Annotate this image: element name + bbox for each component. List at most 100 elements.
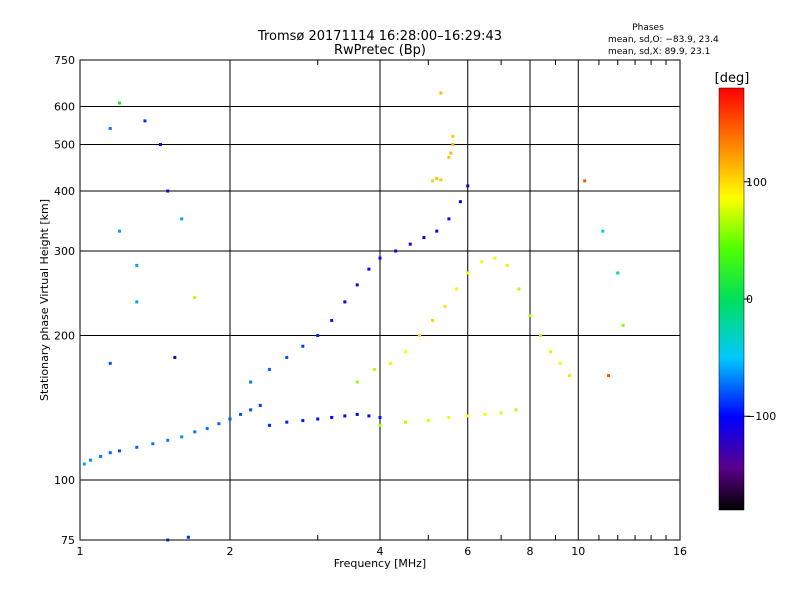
data-point	[426, 419, 430, 423]
data-point	[267, 423, 271, 427]
data-point	[607, 374, 611, 378]
data-point	[455, 287, 459, 291]
data-point	[403, 420, 407, 424]
data-point	[166, 438, 170, 442]
y-axis-ticks: 75 100 200 300 400 500 600 750	[54, 54, 75, 547]
x-tick-label: 10	[571, 545, 585, 558]
data-point	[285, 355, 289, 359]
data-point	[466, 184, 470, 188]
y-tick-label: 400	[54, 185, 75, 198]
data-point	[499, 411, 503, 415]
data-point	[355, 283, 359, 287]
data-point	[143, 119, 147, 123]
data-point	[239, 412, 243, 416]
x-tick-label: 6	[464, 545, 471, 558]
data-point	[616, 271, 620, 275]
data-point	[151, 442, 155, 446]
data-point	[422, 236, 426, 240]
colorbar-tick-label: −100	[746, 410, 776, 423]
data-point	[466, 271, 470, 275]
data-point	[417, 334, 421, 338]
y-tick-label: 100	[54, 474, 75, 487]
x-axis-ticks: 1 2 4 6 8 10 16	[77, 60, 687, 558]
data-point	[89, 458, 93, 462]
y-tick-label: 200	[54, 330, 75, 343]
data-point	[458, 200, 462, 204]
data-point	[408, 242, 412, 246]
colorbar-ticks: 100 0 −100	[744, 176, 776, 423]
x-tick-label: 1	[77, 545, 84, 558]
data-point	[330, 318, 334, 322]
data-point	[431, 179, 435, 183]
data-point	[435, 176, 439, 180]
data-point	[373, 367, 377, 371]
data-point	[316, 334, 320, 338]
data-point	[367, 267, 371, 271]
data-point	[378, 415, 382, 419]
data-point	[389, 361, 393, 365]
x-tick-label: 8	[527, 545, 534, 558]
data-point	[117, 101, 121, 105]
x-tick-label: 16	[673, 545, 687, 558]
data-point	[301, 419, 305, 423]
data-point	[108, 361, 112, 365]
data-point	[135, 263, 139, 267]
y-tick-label: 75	[61, 534, 75, 547]
data-point	[449, 151, 453, 155]
plot-grid	[80, 60, 680, 540]
data-point	[466, 414, 470, 418]
data-point	[443, 304, 447, 308]
data-point	[82, 462, 86, 466]
phases-box: Phases mean, sd,O: −83.9, 23.4 mean, sd,…	[608, 23, 719, 57]
data-point	[439, 91, 443, 95]
data-point	[249, 408, 253, 412]
data-point	[258, 403, 262, 407]
data-point	[451, 134, 455, 138]
colorbar-tick-label: 100	[746, 176, 767, 189]
data-point	[343, 414, 347, 418]
data-points	[82, 91, 625, 542]
data-point	[451, 143, 455, 147]
data-point	[173, 355, 177, 359]
data-point	[549, 350, 553, 354]
y-axis-label: Stationary phase Virtual Height [km]	[38, 199, 51, 401]
data-point	[493, 256, 497, 260]
data-point	[343, 300, 347, 304]
data-point	[435, 229, 439, 233]
colorbar-label: [deg]	[715, 71, 750, 86]
data-point	[567, 374, 571, 378]
data-point	[403, 350, 407, 354]
data-point	[180, 435, 184, 439]
x-tick-label: 2	[227, 545, 234, 558]
data-point	[135, 300, 139, 304]
data-point	[108, 451, 112, 455]
data-point	[378, 423, 382, 427]
data-point	[249, 380, 253, 384]
data-point	[193, 296, 197, 300]
x-tick-label: 4	[377, 545, 384, 558]
data-point	[528, 314, 532, 318]
data-point	[217, 422, 221, 426]
data-point	[135, 445, 139, 449]
x-axis-label: Frequency [MHz]	[334, 557, 426, 570]
y-tick-label: 500	[54, 139, 75, 152]
data-point	[447, 155, 451, 159]
phases-title: Phases	[632, 23, 664, 33]
data-point	[517, 287, 521, 291]
data-point	[378, 256, 382, 260]
data-point	[228, 417, 232, 421]
data-point	[431, 318, 435, 322]
data-point	[193, 430, 197, 434]
y-tick-label: 750	[54, 54, 75, 67]
data-point	[166, 189, 170, 193]
data-point	[180, 217, 184, 221]
data-point	[583, 179, 587, 183]
data-point	[186, 535, 190, 539]
data-point	[285, 420, 289, 424]
chart-title: Tromsø 20171114 16:28:00–16:29:43	[257, 29, 502, 44]
data-point	[558, 361, 562, 365]
y-tick-label: 300	[54, 245, 75, 258]
data-point	[447, 415, 451, 419]
data-point	[330, 415, 334, 419]
